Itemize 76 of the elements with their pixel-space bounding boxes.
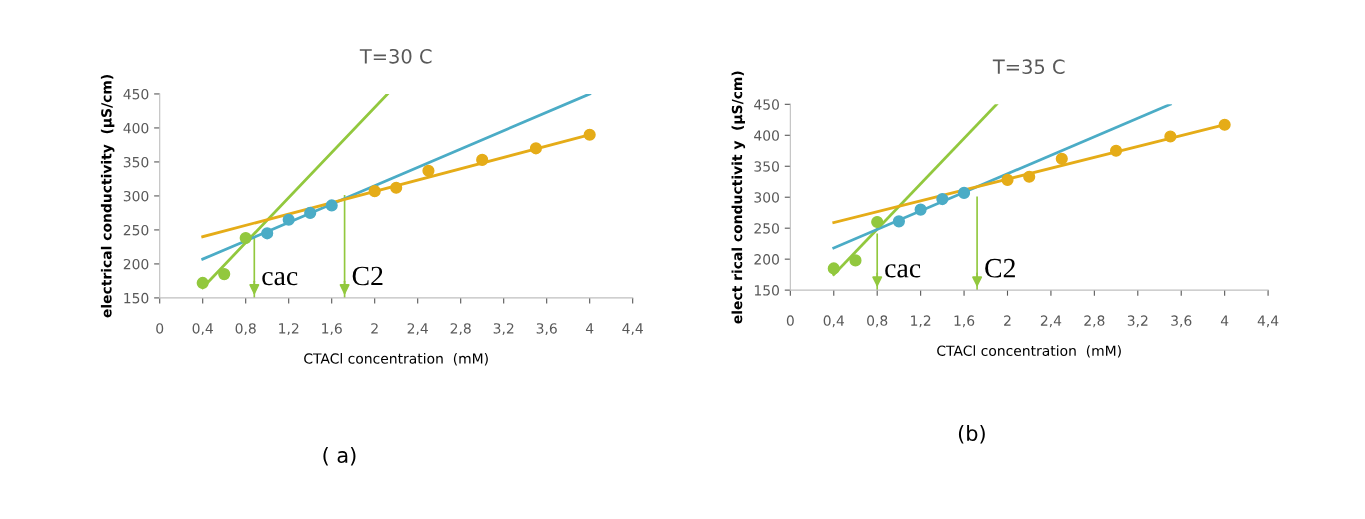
point — [892, 215, 905, 228]
ref-line-label: C2 — [352, 266, 383, 286]
x-tick-label: 0,8 — [867, 315, 888, 328]
point — [871, 215, 884, 229]
x-tick-label: 2 — [1004, 315, 1011, 326]
x-tick-label: 0,4 — [823, 315, 845, 328]
x-tick-label: 0,8 — [235, 323, 256, 336]
x-tick-label: 1,2 — [911, 315, 931, 328]
y-tick-label: 300 — [123, 190, 149, 202]
y-tick-label: 200 — [754, 254, 779, 265]
point — [368, 185, 381, 198]
x-tick-label: 0 — [156, 323, 164, 334]
x-axis-title: CTACl concentration (mM) — [937, 345, 1121, 358]
y-tick-label: 250 — [754, 223, 779, 234]
y-tick-label: 350 — [754, 161, 779, 172]
x-axis-title: CTACl concentration (mM) — [304, 353, 488, 366]
y-tick-label: 350 — [123, 156, 149, 168]
y-axis-title: elect rical conductivit y (µS/cm) — [731, 71, 746, 324]
point — [936, 193, 949, 206]
y-tick-label: 200 — [123, 258, 149, 270]
point — [282, 213, 295, 226]
x-tick-label: 3,2 — [1127, 315, 1148, 328]
y-tick-label: 150 — [754, 285, 779, 296]
point — [1055, 152, 1068, 165]
x-tick-label: 3,6 — [536, 323, 557, 336]
y-tick-label: 150 — [124, 292, 149, 304]
point — [218, 268, 231, 281]
point — [390, 181, 403, 194]
y-tick-label: 450 — [754, 99, 779, 110]
y-tick-label: 450 — [123, 88, 149, 100]
text: (b) — [958, 424, 985, 444]
x-tick-label: 2,8 — [1084, 315, 1105, 328]
point — [529, 142, 543, 155]
x-tick-label: 2,4 — [407, 323, 428, 336]
x-tick-label: 3,2 — [493, 323, 514, 336]
y-axis-title: electrical conductivity (µS/cm) — [100, 74, 115, 318]
x-tick-label: 4 — [1220, 315, 1229, 326]
point — [196, 276, 209, 290]
text: ( a) — [323, 446, 356, 466]
point — [476, 153, 489, 166]
point — [957, 186, 971, 199]
point — [1218, 118, 1231, 131]
x-tick-label: 1,2 — [279, 323, 299, 336]
ref-line-label: cac — [885, 264, 921, 278]
point — [827, 262, 840, 275]
x-tick-label: 0 — [786, 315, 794, 326]
x-tick-label: 2,4 — [1040, 315, 1062, 328]
x-tick-label: 0,4 — [192, 323, 213, 336]
x-tick-label: 1,6 — [322, 323, 342, 336]
ref-line-label: C2 — [985, 258, 1015, 278]
chart-title: T=35 C — [992, 59, 1065, 75]
x-tick-label: 2,8 — [450, 323, 471, 336]
point — [1109, 144, 1123, 157]
ref-line-label: cac — [262, 271, 298, 286]
x-tick-label: 1,6 — [954, 315, 975, 328]
y-tick-label: 250 — [123, 224, 149, 236]
x-tick-label: 2 — [371, 323, 378, 334]
y-tick-label: 400 — [123, 122, 149, 134]
point — [1001, 173, 1014, 186]
point — [261, 227, 274, 240]
x-tick-label: 4 — [585, 323, 594, 334]
point — [583, 128, 596, 141]
y-tick-label: 400 — [754, 130, 779, 141]
x-tick-label: 3,6 — [1171, 315, 1192, 328]
point — [914, 203, 927, 216]
x-tick-label: 4,4 — [622, 323, 643, 336]
point — [1023, 170, 1036, 183]
point — [325, 199, 338, 212]
x-tick-label: 4,4 — [1257, 315, 1279, 328]
point — [422, 164, 435, 177]
chart-title: T=30 C — [359, 48, 432, 64]
point — [239, 232, 252, 245]
point — [1164, 130, 1177, 143]
point — [304, 206, 317, 219]
y-tick-label: 300 — [754, 192, 779, 203]
point — [849, 254, 862, 267]
